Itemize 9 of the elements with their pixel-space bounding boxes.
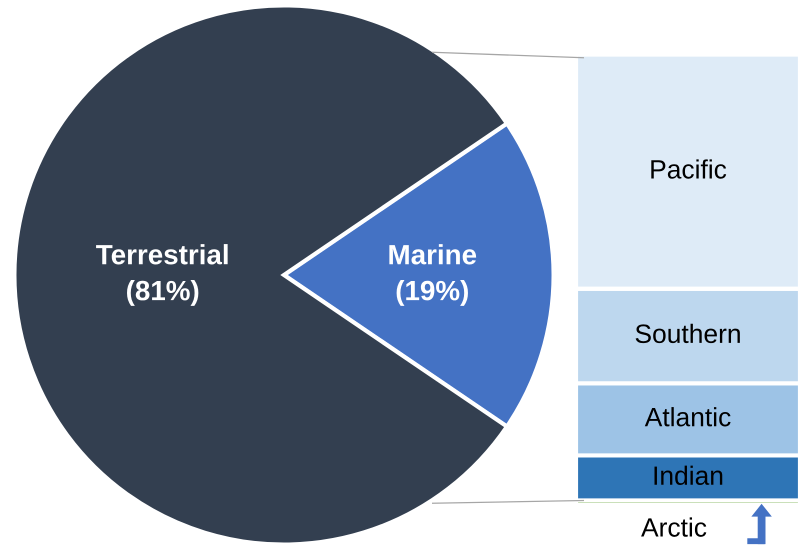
data-label: (19%) bbox=[396, 280, 468, 306]
series-label: Atlantic bbox=[644, 407, 731, 426]
slice-label: Terrestrial bbox=[96, 244, 228, 264]
series-label: Southern bbox=[636, 324, 740, 344]
series-label: Pacific bbox=[651, 159, 726, 179]
slice-label: Marine bbox=[389, 244, 476, 264]
series-label: Indian bbox=[654, 466, 722, 486]
series-label: Arctic bbox=[641, 517, 706, 537]
data-label: (81%) bbox=[127, 280, 198, 306]
